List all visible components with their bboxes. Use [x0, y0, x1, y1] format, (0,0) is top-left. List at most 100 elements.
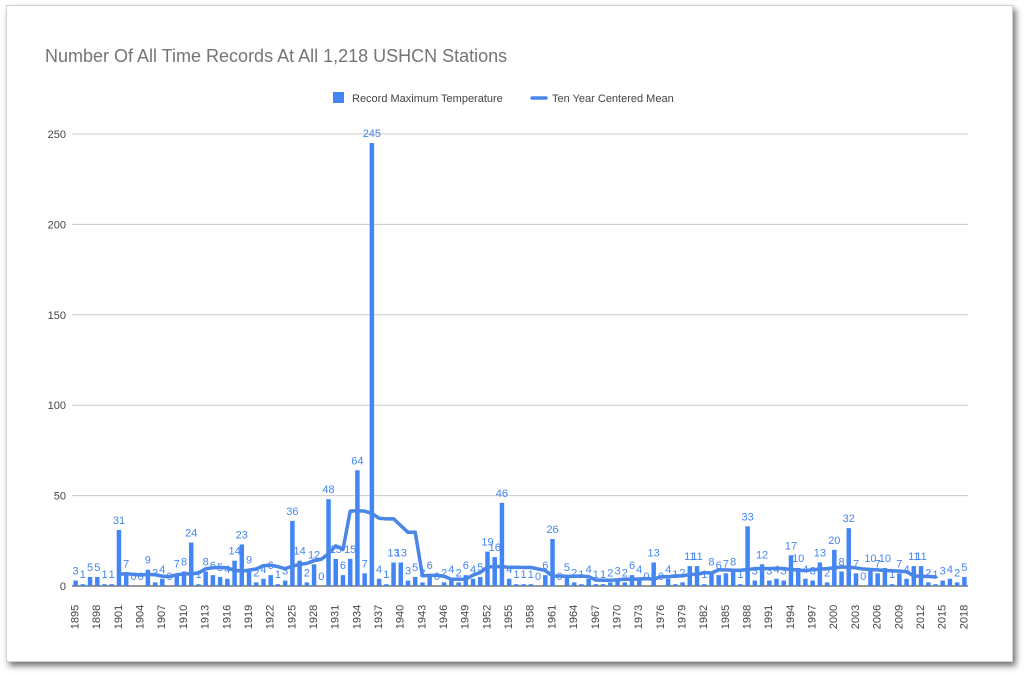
data-label: 4 [904, 564, 910, 576]
data-label: 6 [463, 560, 469, 572]
x-tick-label: 2000 [828, 605, 840, 629]
data-label: 2 [824, 567, 830, 579]
data-label: 4 [773, 564, 779, 576]
data-label: 2 [441, 567, 447, 579]
bar [87, 576, 93, 586]
x-tick-label: 1970 [611, 605, 623, 629]
bar [145, 569, 151, 586]
data-label: 0 [860, 571, 866, 583]
x-tick-label: 1904 [135, 605, 147, 629]
data-label: 5 [564, 562, 570, 574]
y-tick-label: 250 [48, 129, 66, 141]
data-label: 7 [875, 558, 881, 570]
bar [333, 558, 338, 586]
data-label: 3 [940, 566, 946, 578]
bar [181, 571, 187, 586]
data-label: 14 [293, 546, 305, 558]
data-label: 1 [701, 569, 707, 581]
data-label: 3 [766, 566, 772, 578]
chart-title: Number Of All Time Records At All 1,218 … [45, 46, 508, 66]
x-tick-label: 1943 [416, 605, 428, 629]
x-tick-label: 1910 [178, 605, 190, 629]
data-label: 8 [203, 557, 209, 569]
x-tick-label: 1955 [503, 605, 515, 629]
data-label: 2 [152, 567, 158, 579]
data-label: 245 [363, 128, 381, 140]
bar [882, 567, 888, 586]
bar [506, 578, 512, 586]
data-label: 12 [756, 549, 768, 561]
x-tick-label: 1937 [373, 605, 385, 629]
data-label: 1 [528, 569, 534, 581]
x-tick-label: 1952 [481, 605, 493, 629]
x-tick-label: 1949 [460, 605, 472, 629]
x-tick-label: 1976 [655, 605, 667, 629]
bar [673, 584, 678, 586]
bar [579, 584, 584, 586]
bar [391, 562, 396, 586]
bar [275, 584, 281, 586]
data-label: 7 [123, 558, 129, 570]
bar [492, 557, 497, 586]
data-label: 6 [210, 560, 216, 572]
bar [470, 578, 476, 586]
data-label: 6 [629, 560, 635, 572]
data-label: 9 [145, 555, 151, 567]
bar [376, 578, 382, 586]
data-label: 1 [593, 569, 599, 581]
data-label: 2 [622, 567, 628, 579]
data-label: 11 [684, 551, 695, 563]
data-label: 4 [260, 564, 266, 576]
bar [868, 567, 873, 586]
bar [738, 584, 743, 586]
data-label: 13 [648, 547, 660, 559]
bar [774, 578, 779, 586]
bar [340, 575, 346, 586]
x-tick-label: 1928 [308, 605, 320, 629]
x-tick-label: 1964 [568, 605, 580, 629]
bar [550, 538, 555, 586]
data-label: 2 [680, 567, 686, 579]
x-tick-label: 1982 [698, 605, 710, 629]
bar [116, 529, 122, 586]
data-label: 13 [395, 547, 407, 559]
bar [564, 576, 570, 586]
data-label: 4 [159, 564, 165, 576]
data-label: 1 [275, 569, 281, 581]
bar [420, 582, 425, 586]
data-label: 6 [427, 560, 433, 572]
data-label: 46 [496, 488, 508, 500]
x-tick-label: 2012 [915, 605, 927, 629]
bar [297, 560, 302, 586]
bar [521, 584, 526, 586]
bar [600, 584, 606, 586]
data-label: 0 [557, 571, 563, 583]
data-label: 24 [185, 528, 197, 540]
data-label: 0 [658, 571, 664, 583]
data-label: 5 [961, 562, 967, 574]
bar [803, 578, 808, 586]
bar [80, 584, 86, 586]
data-label: 5 [217, 562, 223, 574]
data-label: 36 [286, 506, 298, 518]
data-label: 3 [752, 566, 758, 578]
bar [889, 584, 895, 586]
data-label: 7 [896, 558, 902, 570]
data-label: 1 [600, 569, 606, 581]
x-tick-label: 1922 [265, 605, 277, 629]
x-tick-label: 1997 [807, 605, 819, 629]
bar [781, 580, 786, 586]
bars [73, 143, 967, 587]
data-label: 17 [785, 540, 797, 552]
legend-label-line: Ten Year Centered Mean [552, 93, 674, 105]
data-label: 7 [362, 558, 368, 570]
data-label: 1 [101, 569, 107, 581]
bar [369, 143, 375, 587]
bar [225, 578, 230, 586]
bar [196, 584, 201, 586]
bar [586, 578, 591, 586]
y-tick-label: 0 [60, 581, 66, 593]
data-label: 26 [546, 524, 558, 536]
data-label: 7 [723, 558, 729, 570]
bar [109, 584, 114, 586]
